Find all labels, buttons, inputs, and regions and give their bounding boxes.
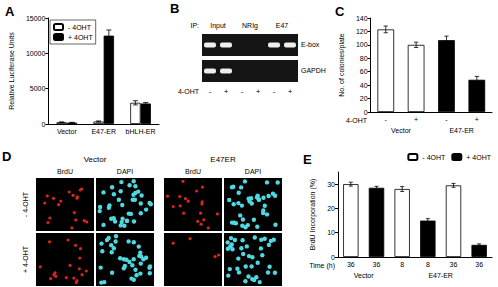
svg-text:bHLH-ER: bHLH-ER <box>126 128 156 135</box>
svg-text:E47-ER: E47-ER <box>428 272 453 279</box>
svg-text:Vector: Vector <box>354 272 375 279</box>
svg-text:D: D <box>2 149 11 164</box>
svg-text:40: 40 <box>360 82 368 89</box>
svg-text:IP:: IP: <box>190 22 199 29</box>
svg-text:+: + <box>414 116 418 123</box>
svg-text:20: 20 <box>360 95 368 102</box>
svg-text:Input: Input <box>210 22 226 30</box>
svg-text:+: + <box>288 87 293 96</box>
svg-text:10: 10 <box>327 229 335 236</box>
svg-text:+: + <box>224 87 229 96</box>
svg-text:4-OHT: 4-OHT <box>178 88 200 95</box>
svg-text:Relative Luciferase Units: Relative Luciferase Units <box>8 32 15 110</box>
svg-text:- 4OHT: - 4OHT <box>68 24 92 31</box>
svg-text:- 4-OHT: - 4-OHT <box>22 191 29 217</box>
svg-text:10000: 10000 <box>26 50 46 57</box>
svg-text:30: 30 <box>327 181 335 188</box>
svg-text:+: + <box>256 87 261 96</box>
svg-text:36: 36 <box>373 261 381 268</box>
svg-text:Time (h): Time (h) <box>309 262 335 270</box>
svg-text:BrdU: BrdU <box>185 168 201 175</box>
svg-text:DAPI: DAPI <box>245 168 261 175</box>
svg-text:E47-ER: E47-ER <box>91 128 116 135</box>
svg-text:B: B <box>170 1 179 16</box>
svg-text:140: 140 <box>356 15 368 22</box>
svg-text:E47: E47 <box>276 22 289 29</box>
svg-text:C: C <box>335 4 345 19</box>
svg-text:E: E <box>303 152 312 167</box>
svg-text:5000: 5000 <box>30 85 46 92</box>
svg-text:Vector: Vector <box>391 127 412 134</box>
svg-text:+ 4OHT: + 4OHT <box>466 154 491 161</box>
svg-text:-: - <box>241 87 244 96</box>
svg-text:A: A <box>5 4 15 19</box>
svg-text:0: 0 <box>41 121 45 128</box>
svg-text:- 4OHT: - 4OHT <box>422 154 446 161</box>
svg-text:20: 20 <box>327 205 335 212</box>
svg-text:36: 36 <box>475 261 483 268</box>
svg-text:NRIg: NRIg <box>242 22 258 30</box>
svg-text:36: 36 <box>450 261 458 268</box>
svg-text:0: 0 <box>364 109 368 116</box>
svg-text:E-box: E-box <box>301 41 320 48</box>
svg-text:120: 120 <box>356 28 368 35</box>
svg-text:100: 100 <box>356 41 368 48</box>
svg-text:36: 36 <box>347 261 355 268</box>
svg-text:DAPI: DAPI <box>117 168 133 175</box>
svg-text:E47-ER: E47-ER <box>449 127 474 134</box>
svg-text:4-OHT: 4-OHT <box>346 117 368 124</box>
svg-text:8: 8 <box>426 261 430 268</box>
svg-text:8: 8 <box>400 261 404 268</box>
svg-text:BrdU Incorporation (%): BrdU Incorporation (%) <box>309 179 317 251</box>
svg-text:15000: 15000 <box>26 15 46 22</box>
svg-text:Vector: Vector <box>84 155 107 164</box>
svg-text:+ 4OHT: + 4OHT <box>68 34 93 41</box>
svg-text:+: + <box>475 116 479 123</box>
svg-text:+ 4-OHT: + 4-OHT <box>22 245 29 273</box>
svg-text:GAPDH: GAPDH <box>301 67 326 74</box>
svg-text:No. of colonies/plate: No. of colonies/plate <box>338 33 346 97</box>
svg-text:0: 0 <box>331 254 335 261</box>
svg-text:-: - <box>209 87 212 96</box>
svg-text:-: - <box>385 116 388 123</box>
svg-text:E47ER: E47ER <box>210 155 236 164</box>
svg-text:-: - <box>273 87 276 96</box>
svg-text:60: 60 <box>360 68 368 75</box>
svg-text:80: 80 <box>360 55 368 62</box>
svg-text:BrdU: BrdU <box>57 168 73 175</box>
svg-text:Vector: Vector <box>57 128 78 135</box>
svg-text:-: - <box>445 116 448 123</box>
